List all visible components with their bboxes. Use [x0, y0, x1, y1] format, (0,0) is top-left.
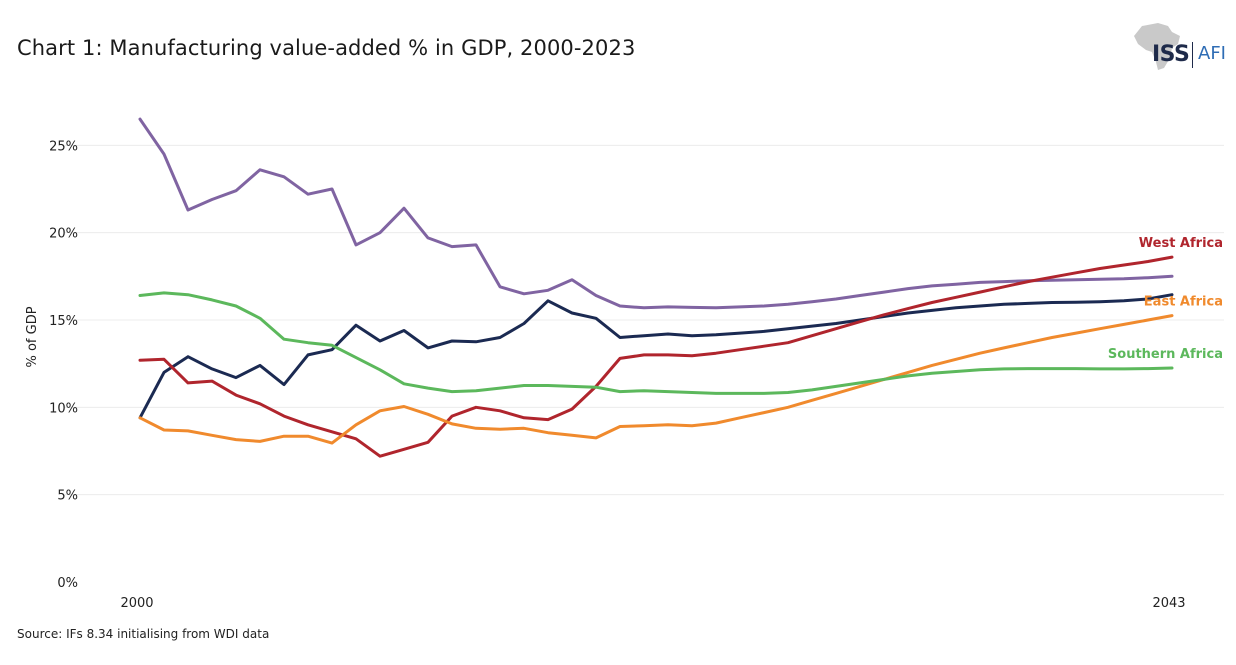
logo-separator — [1192, 42, 1193, 68]
y-tick-label: 15% — [49, 314, 78, 329]
series-label-west-africa: West Africa — [1139, 236, 1223, 251]
series-line-east-africa — [138, 314, 1174, 445]
y-tick-label: 25% — [49, 139, 78, 154]
series-labels: West Africa East Africa Southern Africa — [1108, 236, 1223, 362]
x-axis-ticks: 2000 2043 — [120, 596, 1185, 611]
line-chart: 0% 5% 10% 15% 20% 25% 2000 2043 % of GDP West … — [25, 117, 1224, 611]
chart-title: Chart 1: Manufacturing value-added % in … — [17, 36, 636, 60]
series-line-central-africa — [138, 293, 1174, 420]
y-tick-label: 5% — [57, 489, 78, 504]
y-tick-label: 10% — [49, 401, 78, 416]
source-note: Source: IFs 8.34 initialising from WDI d… — [17, 627, 270, 641]
x-tick-label: 2043 — [1152, 596, 1185, 611]
gridlines — [65, 144, 1224, 496]
logo-iss-text: ISS — [1152, 42, 1190, 67]
x-tick-label: 2000 — [120, 596, 153, 611]
y-axis-label: % of GDP — [25, 306, 40, 367]
logo-afi-text: AFI — [1198, 43, 1226, 64]
iss-afi-logo: ISS AFI — [1128, 20, 1228, 80]
africa-map-icon — [1134, 23, 1180, 70]
y-axis-ticks: 0% 5% 10% 15% 20% 25% — [49, 139, 78, 591]
series-label-southern-africa: Southern Africa — [1108, 347, 1223, 362]
y-tick-label: 20% — [49, 227, 78, 242]
series-line-southern-africa — [138, 291, 1174, 395]
series-line-west-africa — [138, 255, 1174, 458]
series-line-north-africa — [138, 117, 1174, 310]
y-tick-label: 0% — [57, 576, 78, 591]
series-lines — [138, 117, 1174, 458]
series-label-east-africa: East Africa — [1144, 295, 1223, 310]
